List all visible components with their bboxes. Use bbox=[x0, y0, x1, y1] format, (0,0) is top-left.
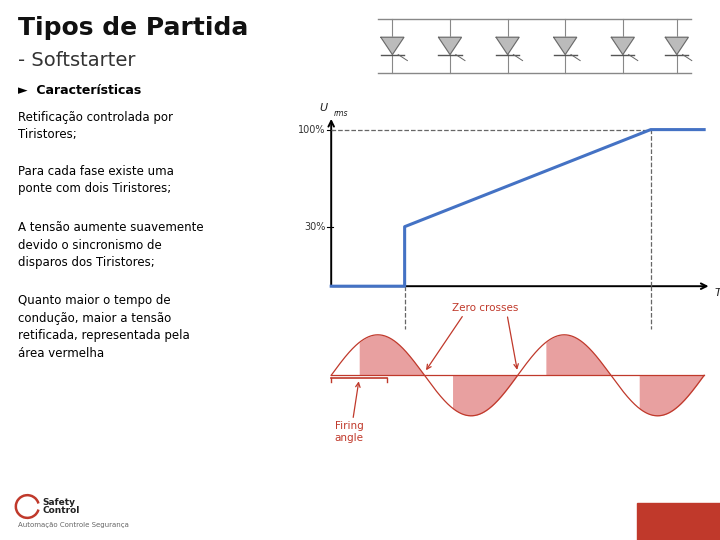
Polygon shape bbox=[381, 37, 404, 55]
Polygon shape bbox=[554, 37, 577, 55]
Polygon shape bbox=[611, 37, 634, 55]
Text: Automação Controle Segurança: Automação Controle Segurança bbox=[18, 522, 129, 528]
Text: Zero crosses: Zero crosses bbox=[452, 303, 518, 313]
Text: Control: Control bbox=[42, 507, 80, 515]
Text: Firing
angle: Firing angle bbox=[335, 421, 364, 443]
Text: U: U bbox=[320, 103, 328, 113]
Text: 30%: 30% bbox=[304, 222, 325, 232]
Polygon shape bbox=[665, 37, 688, 55]
Polygon shape bbox=[438, 37, 462, 55]
Text: Para cada fase existe uma
ponte com dois Tiristores;: Para cada fase existe uma ponte com dois… bbox=[18, 165, 174, 195]
Text: Safety: Safety bbox=[42, 498, 76, 507]
Text: Time: Time bbox=[714, 288, 720, 299]
Text: - Softstarter: - Softstarter bbox=[18, 51, 135, 70]
Text: rms: rms bbox=[333, 109, 348, 118]
Text: Tipos de Partida: Tipos de Partida bbox=[18, 16, 248, 40]
Bar bbox=[637, 503, 720, 540]
Polygon shape bbox=[496, 37, 519, 55]
Text: Quanto maior o tempo de
condução, maior a tensão
retificada, representada pela
á: Quanto maior o tempo de condução, maior … bbox=[18, 294, 190, 360]
Text: A tensão aumente suavemente
devido o sincronismo de
disparos dos Tiristores;: A tensão aumente suavemente devido o sin… bbox=[18, 221, 204, 269]
Text: Retificação controlada por
Tiristores;: Retificação controlada por Tiristores; bbox=[18, 111, 173, 141]
Text: ►  Características: ► Características bbox=[18, 84, 141, 97]
Text: 100%: 100% bbox=[298, 125, 325, 134]
